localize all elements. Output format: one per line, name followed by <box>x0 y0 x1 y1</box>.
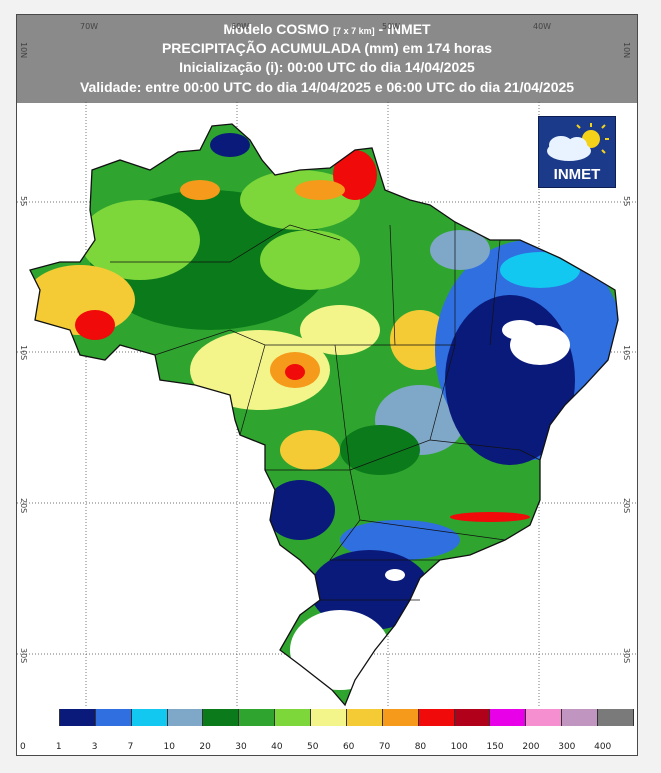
colorbar-segment <box>598 709 634 726</box>
colorbar-segment <box>562 709 599 726</box>
colorbar-segment <box>526 709 563 726</box>
lat-label-5s-right: 5S <box>622 196 631 207</box>
title-line-2: PRECIPITAÇÃO ACUMULADA (mm) em 174 horas <box>161 40 493 56</box>
lon-label-70w: 70W <box>80 22 99 31</box>
sun-cloud-icon <box>547 123 609 161</box>
colorbar-segment <box>95 709 132 726</box>
colorbar-label: 150 <box>486 742 504 752</box>
lat-label-20s-left: 20S <box>19 498 28 514</box>
colorbar-segment <box>454 709 491 726</box>
lat-label-5s-left: 5S <box>19 196 28 207</box>
title-initialization: Inicialização (i): 00:00 UTC do dia 14/0… <box>179 59 475 75</box>
lon-label-50w: 50W <box>382 22 401 31</box>
lon-label-40w: 40W <box>533 22 552 31</box>
lat-label-10s-left: 10S <box>19 345 28 361</box>
colorbar-segment <box>382 709 419 726</box>
model-name: Modelo COSMO <box>223 21 334 37</box>
colorbar-label: 20 <box>199 742 211 752</box>
colorbar-label: 40 <box>271 742 283 752</box>
inmet-logo: INMET <box>538 116 616 188</box>
colorbar-segment <box>239 709 276 726</box>
colorbar-label: 400 <box>594 742 612 752</box>
colorbar-label: 100 <box>450 742 468 752</box>
colorbar-segment <box>346 709 383 726</box>
colorbar-segment <box>59 709 96 726</box>
state-borders <box>110 222 541 601</box>
logo-text: INMET <box>553 166 601 183</box>
colorbar-segment <box>203 709 240 726</box>
colorbar-label: 7 <box>127 742 134 752</box>
lon-label-60w: 60W <box>231 22 250 31</box>
colorbar-segment <box>490 709 527 726</box>
colorbar-segment <box>275 709 312 726</box>
colorbar-segment <box>311 709 347 726</box>
colorbar-label: 30 <box>235 742 247 752</box>
title-line-1: Modelo COSMO [7 x 7 km] - INMET <box>17 21 637 37</box>
colorbar <box>24 709 634 726</box>
title-validity: Validade: entre 00:00 UTC do dia 14/04/2… <box>79 79 575 95</box>
lat-label-30s-right: 30S <box>622 648 631 664</box>
lat-label-10n-right: 10N <box>622 42 631 59</box>
colorbar-label: 50 <box>307 742 319 752</box>
colorbar-label: 1 <box>55 742 62 752</box>
colorbar-segment <box>131 709 168 726</box>
colorbar-segment <box>418 709 455 726</box>
colorbar-label: 10 <box>163 742 175 752</box>
lat-label-20s-right: 20S <box>622 498 631 514</box>
colorbar-label: 70 <box>378 742 391 752</box>
colorbar-label: 200 <box>522 742 540 752</box>
colorbar-segment <box>167 709 204 726</box>
map-header: Modelo COSMO [7 x 7 km] - INMET PRECIPIT… <box>17 15 637 103</box>
colorbar-label: 60 <box>342 742 355 752</box>
model-resolution: [7 x 7 km] <box>333 26 375 36</box>
colorbar-segment <box>24 709 60 726</box>
colorbar-label: 80 <box>414 742 427 752</box>
lat-label-30s-left: 30S <box>19 648 28 664</box>
colorbar-label: 3 <box>91 742 98 752</box>
colorbar-label: 0 <box>20 742 26 752</box>
colorbar-label: 300 <box>558 742 576 752</box>
lat-label-10s-right: 10S <box>622 345 631 361</box>
lat-label-10n-left: 10N <box>19 42 28 59</box>
model-agency: - INMET <box>374 21 431 37</box>
